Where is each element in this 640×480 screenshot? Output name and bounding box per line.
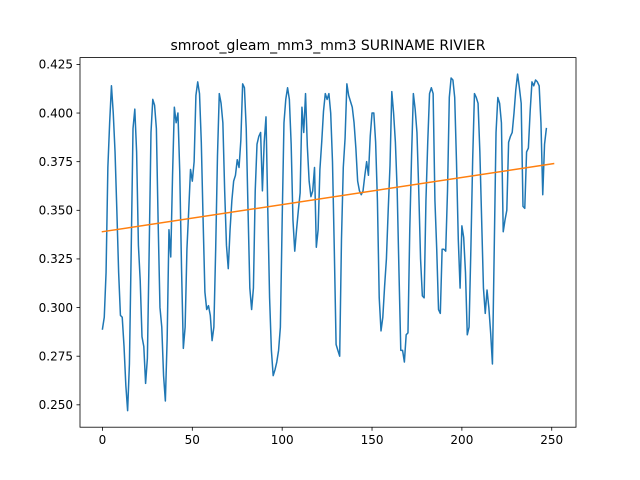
x-tick-label: 100 bbox=[271, 433, 294, 447]
x-tick-label: 200 bbox=[450, 433, 473, 447]
trend-line bbox=[101, 162, 555, 233]
x-tick-label: 250 bbox=[540, 433, 563, 447]
y-tick-label: 0.400 bbox=[39, 106, 73, 120]
chart-title: smroot_gleam_mm3_mm3 SURINAME RIVIER bbox=[171, 38, 486, 54]
y-tick-label: 0.275 bbox=[39, 349, 73, 363]
axes-frame bbox=[79, 57, 577, 428]
y-tick-label: 0.425 bbox=[39, 58, 73, 72]
y-tick-label: 0.250 bbox=[39, 398, 73, 412]
y-tick-label: 0.375 bbox=[39, 155, 73, 169]
x-tick-label: 50 bbox=[185, 433, 200, 447]
y-tick-label: 0.350 bbox=[39, 204, 73, 218]
x-axis: 0 50 100 150 200 250 bbox=[99, 427, 563, 447]
x-tick-label: 150 bbox=[361, 433, 384, 447]
x-tick-label: 0 bbox=[99, 433, 107, 447]
y-tick-label: 0.300 bbox=[39, 301, 73, 315]
y-axis: 0.250 0.275 0.300 0.325 0.350 0.375 0.400 0.425 bbox=[39, 58, 80, 412]
series-line bbox=[101, 73, 548, 412]
plot-area bbox=[101, 73, 555, 412]
y-tick-label: 0.325 bbox=[39, 252, 73, 266]
